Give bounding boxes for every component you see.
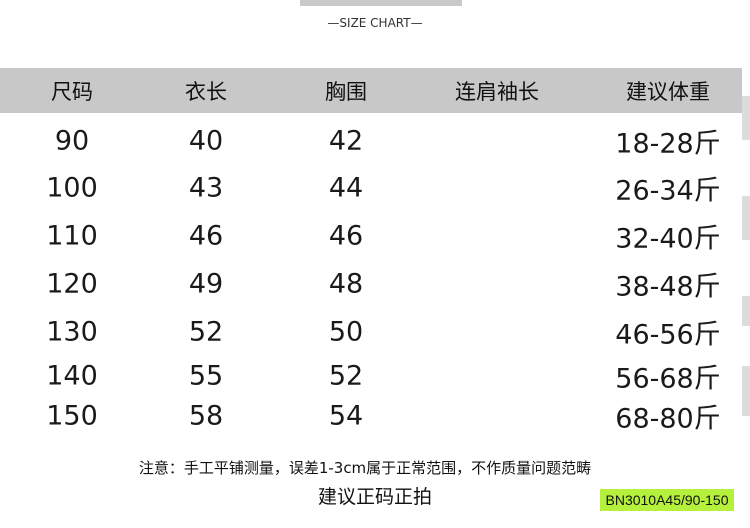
edge-fragment: [742, 196, 750, 240]
header-chest: 胸围: [325, 80, 367, 104]
header-length: 衣长: [185, 80, 227, 104]
edge-fragment: [742, 96, 750, 140]
cell-length: 43: [188, 172, 224, 204]
header-weight: 建议体重: [626, 80, 710, 104]
cell-weight: 32-40斤: [615, 223, 721, 255]
cell-length: 52: [188, 316, 224, 348]
cell-length: 46: [188, 220, 224, 252]
header-sleeve: 连肩袖长: [455, 80, 539, 104]
cell-length: 49: [188, 268, 224, 300]
cell-chest: 44: [328, 172, 364, 204]
cell-weight: 46-56斤: [615, 319, 721, 351]
cell-size: 100: [46, 172, 98, 204]
cell-length: 40: [188, 125, 224, 157]
cell-weight: 68-80斤: [615, 403, 721, 435]
cell-length: 55: [188, 360, 224, 392]
product-code-badge: BN3010A45/90-150: [600, 489, 734, 511]
table-header: [0, 68, 742, 113]
size-recommendation: 建议正码正拍: [317, 486, 432, 508]
size-chart-subtitle: —SIZE CHART—: [327, 16, 423, 30]
cell-weight: 26-34斤: [615, 175, 721, 207]
edge-fragment: [742, 296, 750, 326]
cell-chest: 42: [328, 125, 364, 157]
cell-size: 90: [54, 125, 90, 157]
cell-size: 140: [46, 360, 98, 392]
edge-fragment: [742, 366, 750, 416]
cell-chest: 46: [328, 220, 364, 252]
cell-length: 58: [188, 400, 224, 432]
top-divider-bar: [300, 0, 462, 6]
measurement-note: 注意：手工平铺测量，误差1-3cm属于正常范围，不作质量问题范畴: [138, 459, 592, 477]
cell-weight: 56-68斤: [615, 363, 721, 395]
cell-weight: 38-48斤: [615, 271, 721, 303]
cell-size: 150: [46, 400, 98, 432]
cell-size: 110: [46, 220, 98, 252]
cell-chest: 52: [328, 360, 364, 392]
cell-weight: 18-28斤: [615, 128, 721, 160]
header-size: 尺码: [51, 80, 93, 104]
cell-chest: 54: [328, 400, 364, 432]
cell-size: 120: [46, 268, 98, 300]
cell-chest: 50: [328, 316, 364, 348]
cell-chest: 48: [328, 268, 364, 300]
cell-size: 130: [46, 316, 98, 348]
